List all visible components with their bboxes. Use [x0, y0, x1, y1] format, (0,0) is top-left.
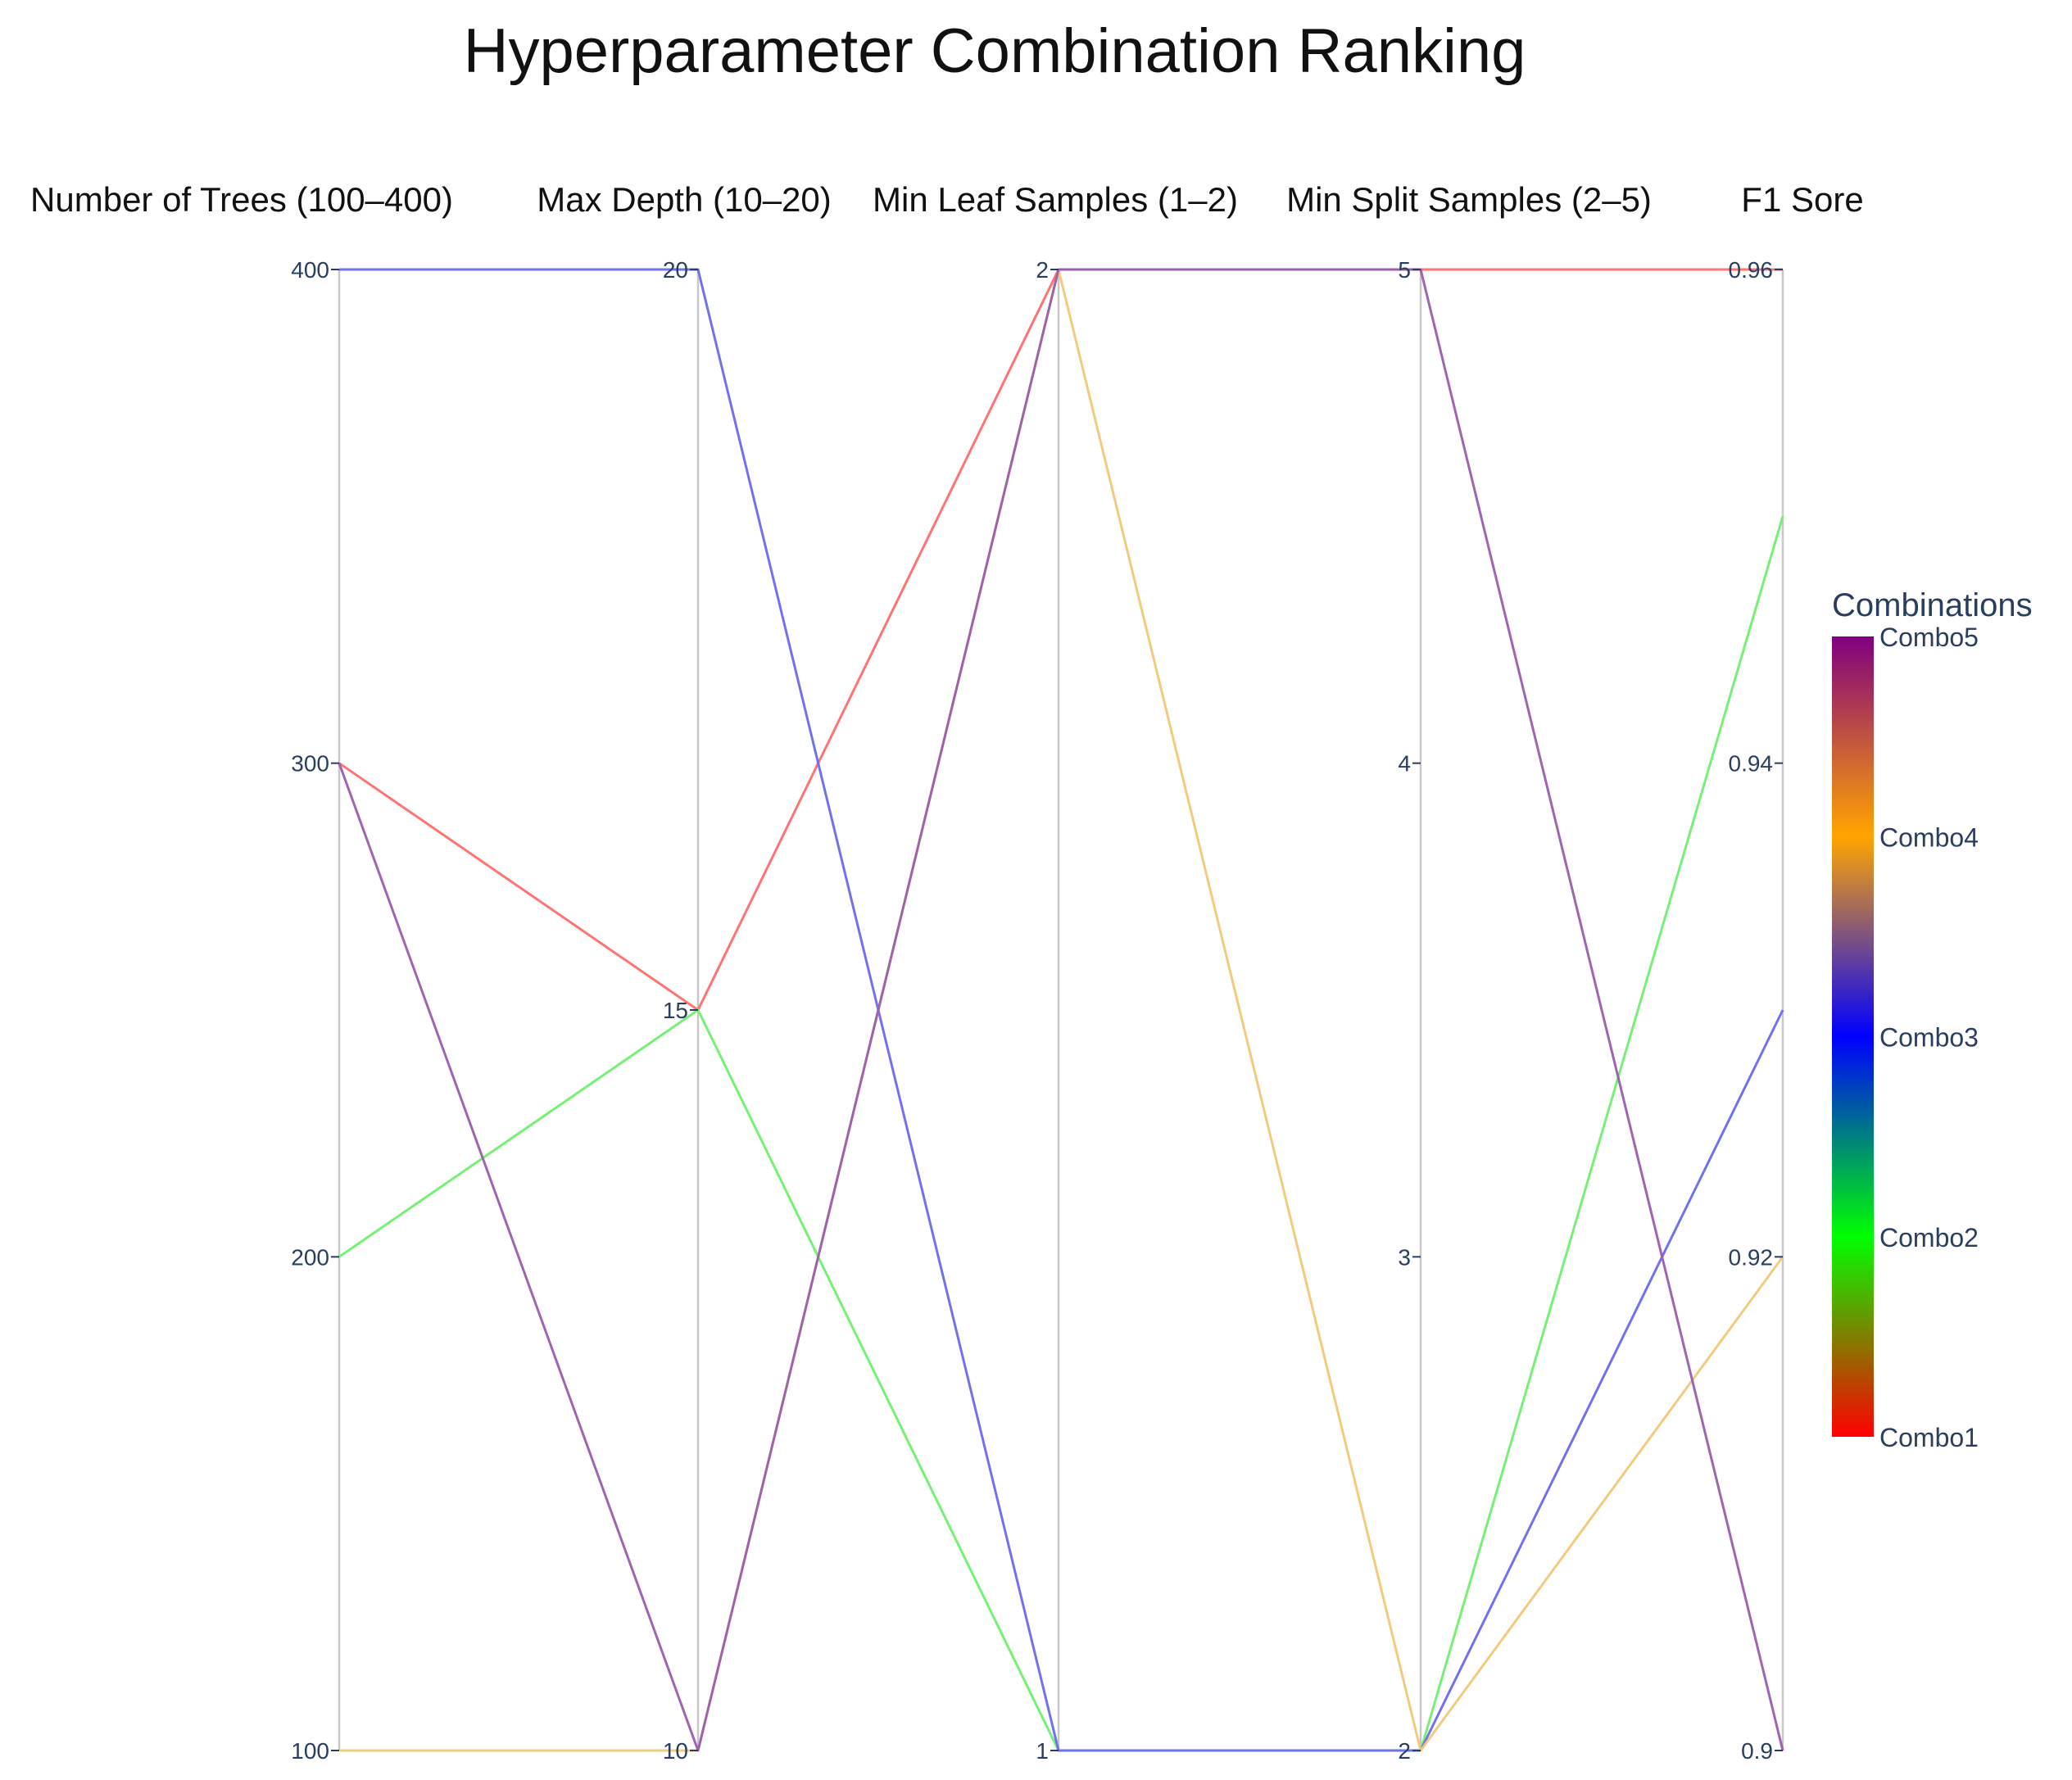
axis-1-tick-label: 300	[291, 751, 329, 777]
colorbar-title: Combinations	[1832, 587, 2033, 623]
axis-5-tick-label: 0.9	[1741, 1738, 1773, 1764]
chart-title: Hyperparameter Combination Ranking	[464, 16, 1526, 86]
axis-1-tick-label: 400	[291, 257, 329, 283]
axis-label-4: Min Split Samples (2–5)	[1286, 180, 1652, 219]
axis-5-tick-label: 0.96	[1729, 257, 1774, 283]
axis-2-tick-label: 15	[663, 998, 688, 1023]
axis-4-tick-label: 5	[1398, 257, 1411, 283]
colorbar-label-combo4: Combo4	[1879, 822, 1979, 852]
axis-label-2: Max Depth (10–20)	[537, 180, 832, 219]
series-line-combo2	[338, 515, 1784, 1752]
colorbar-gradient	[1832, 636, 1874, 1437]
axis-4-tick-label: 4	[1398, 751, 1411, 777]
axes-layer	[338, 269, 1784, 1751]
axis-3-tick-label: 2	[1036, 257, 1049, 283]
series-line-combo5	[338, 268, 1784, 1752]
lines-layer	[338, 268, 1784, 1752]
series-line-combo4	[339, 268, 1784, 1752]
axis-2-tick-label: 10	[663, 1738, 688, 1764]
ticks-layer: 100 200 300 400 10 15 20 1 2 2 3 4 5 0.9 0.92 0.94 0.96	[291, 257, 1783, 1764]
axis-5-tick-label: 0.92	[1729, 1244, 1774, 1270]
axis-2-tick-label: 20	[663, 257, 688, 283]
colorbar-label-combo2: Combo2	[1879, 1223, 1979, 1252]
colorbar-label-combo1: Combo1	[1879, 1423, 1979, 1452]
colorbar-label-combo5: Combo5	[1879, 623, 1979, 652]
axis-labels-layer: Number of Trees (100–400) Max Depth (10–2…	[30, 180, 1864, 219]
axis-1-tick-label: 100	[291, 1738, 329, 1764]
axis-label-3: Min Leaf Samples (1–2)	[873, 180, 1238, 219]
series-line-combo1	[338, 268, 1783, 1012]
series-line-combo3	[339, 268, 1784, 1752]
axis-1-tick-label: 200	[291, 1244, 329, 1270]
axis-label-5: F1 Sore	[1741, 180, 1863, 219]
axis-4-tick-label: 2	[1398, 1738, 1411, 1764]
axis-5-tick-label: 0.94	[1729, 751, 1774, 777]
axis-4-tick-label: 3	[1398, 1244, 1411, 1270]
colorbar-ticks: Combo1 Combo2 Combo3 Combo4 Combo5	[1879, 623, 1979, 1452]
axis-label-1: Number of Trees (100–400)	[30, 180, 453, 219]
axis-3-tick-label: 1	[1036, 1738, 1049, 1764]
colorbar-legend: Combinations Combo1Combo2Combo3Combo4Com…	[1832, 587, 2033, 1452]
colorbar-label-combo3: Combo3	[1879, 1023, 1979, 1053]
